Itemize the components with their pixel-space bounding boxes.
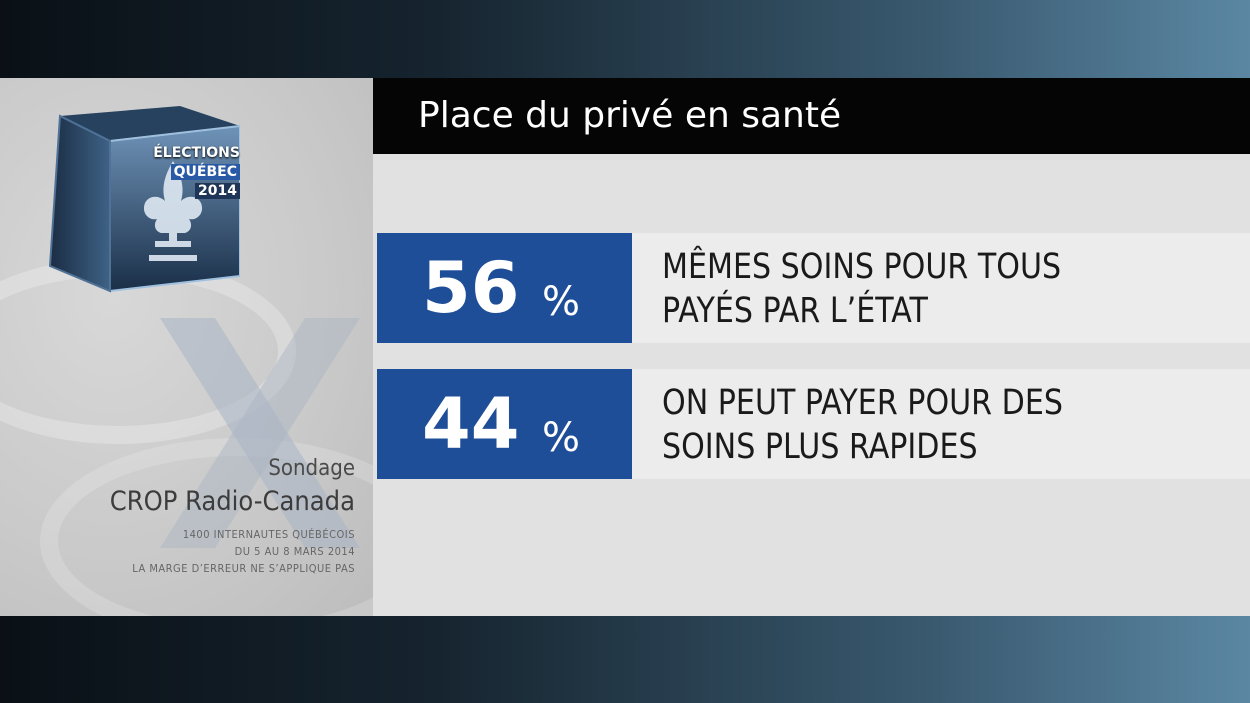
result-label-box: MÊMES SOINS POUR TOUS PAYÉS PAR L’ÉTAT bbox=[632, 233, 1250, 343]
elections-logo: ÉLECTIONS QUÉBEC 2014 bbox=[40, 106, 241, 296]
source-sample: 1400 INTERNAUTES QUÉBÉCOIS bbox=[182, 528, 355, 541]
result-label-line-1: ON PEUT PAYER POUR DES bbox=[662, 383, 1063, 423]
result-label-box: ON PEUT PAYER POUR DES SOINS PLUS RAPIDE… bbox=[632, 369, 1250, 479]
logo-line-2: QUÉBEC bbox=[170, 164, 240, 180]
logo-line-1: ÉLECTIONS bbox=[153, 145, 240, 161]
source-margin-note: LA MARGE D’ERREUR NE S’APPLIQUE PAS bbox=[132, 562, 355, 575]
logo-line-3: 2014 bbox=[195, 183, 240, 199]
source-name: CROP Radio-Canada bbox=[109, 486, 355, 517]
result-row: 44 % ON PEUT PAYER POUR DES SOINS PLUS R… bbox=[373, 369, 1250, 479]
ballot-box-icon bbox=[48, 106, 241, 293]
top-band bbox=[0, 0, 1250, 78]
result-label: ON PEUT PAYER POUR DES SOINS PLUS RAPIDE… bbox=[662, 381, 1063, 469]
bottom-band bbox=[0, 616, 1250, 703]
percent-value: 56 bbox=[422, 247, 520, 329]
percent-sign: % bbox=[542, 279, 581, 325]
source-dates: DU 5 AU 8 MARS 2014 bbox=[234, 545, 355, 558]
result-label-line-2: SOINS PLUS RAPIDES bbox=[662, 427, 978, 467]
result-label: MÊMES SOINS POUR TOUS PAYÉS PAR L’ÉTAT bbox=[662, 245, 1061, 333]
result-label-line-2: PAYÉS PAR L’ÉTAT bbox=[662, 291, 928, 331]
page-title: Place du privé en santé bbox=[418, 95, 842, 136]
ballot-x-icon bbox=[160, 318, 360, 548]
result-row: 56 % MÊMES SOINS POUR TOUS PAYÉS PAR L’É… bbox=[373, 233, 1250, 343]
source-title: Sondage bbox=[268, 456, 355, 481]
result-label-line-1: MÊMES SOINS POUR TOUS bbox=[662, 247, 1062, 287]
percent-sign: % bbox=[542, 415, 581, 461]
logo-text: ÉLECTIONS QUÉBEC 2014 bbox=[153, 144, 240, 201]
title-bar: Place du privé en santé bbox=[373, 78, 1250, 154]
poll-source: Sondage CROP Radio-Canada 1400 INTERNAUT… bbox=[110, 454, 355, 577]
percent-box: 56 % bbox=[377, 233, 632, 343]
percent-box: 44 % bbox=[377, 369, 632, 479]
branding-panel: ÉLECTIONS QUÉBEC 2014 Sondage CROP Radio… bbox=[0, 78, 373, 616]
percent-value: 44 bbox=[422, 383, 520, 465]
